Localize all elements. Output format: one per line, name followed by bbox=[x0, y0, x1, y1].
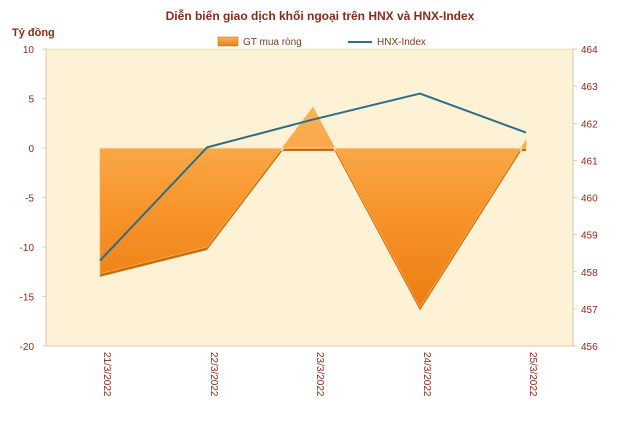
left-tick-label: 10 bbox=[23, 45, 35, 56]
x-tick-label: 24/3/2022 bbox=[421, 352, 432, 397]
x-tick-label: 22/3/2022 bbox=[208, 352, 219, 397]
x-tick-label: 25/3/2022 bbox=[527, 352, 538, 397]
left-tick-label: 5 bbox=[28, 95, 34, 106]
right-axis: 464 463 462 461 460 459 458 457 456 bbox=[573, 45, 598, 353]
left-axis-title: Tỷ đồng bbox=[12, 27, 55, 39]
legend-label-line: HNX-Index bbox=[377, 37, 426, 48]
x-tick-label: 21/3/2022 bbox=[101, 352, 112, 397]
legend-label-area: GT mua ròng bbox=[243, 37, 302, 48]
left-axis: 10 5 0 -5 -10 -15 -20 bbox=[20, 45, 46, 353]
legend-swatch-area bbox=[218, 37, 238, 46]
left-tick-label: 0 bbox=[28, 144, 34, 155]
left-tick-label: -20 bbox=[20, 342, 35, 353]
right-tick-label: 458 bbox=[581, 268, 598, 279]
left-tick-label: -10 bbox=[20, 243, 35, 254]
right-tick-label: 462 bbox=[581, 119, 598, 130]
left-tick-label: -15 bbox=[20, 293, 35, 304]
right-tick-label: 460 bbox=[581, 194, 598, 205]
right-tick-label: 459 bbox=[581, 231, 598, 242]
x-tick-label: 23/3/2022 bbox=[314, 352, 325, 397]
right-tick-label: 461 bbox=[581, 156, 598, 167]
right-tick-label: 457 bbox=[581, 305, 598, 316]
left-tick-label: -5 bbox=[25, 194, 34, 205]
legend: GT mua ròng HNX-Index bbox=[218, 37, 426, 48]
right-tick-label: 463 bbox=[581, 82, 598, 93]
x-axis: 21/3/2022 22/3/2022 23/3/2022 24/3/2022 25/3… bbox=[46, 346, 573, 397]
chart-title: Diễn biến giao dịch khối ngoại trên HNX … bbox=[166, 8, 475, 23]
right-tick-label: 464 bbox=[581, 45, 598, 56]
right-tick-label: 456 bbox=[581, 342, 598, 353]
